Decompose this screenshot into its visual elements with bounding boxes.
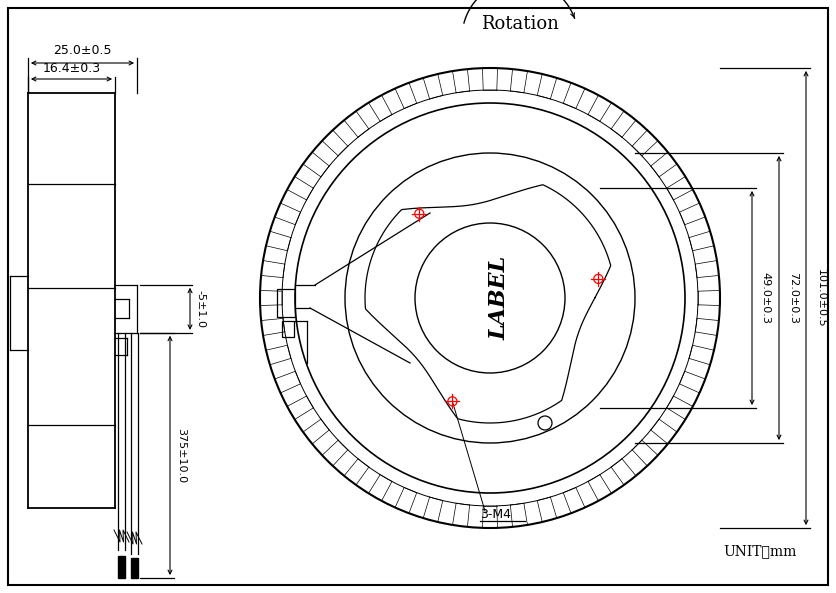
Text: 49.0±0.3: 49.0±0.3 [760,272,770,324]
Text: UNIT：mm: UNIT：mm [723,544,797,558]
Text: LABEL: LABEL [489,256,511,340]
Text: 25.0±0.5: 25.0±0.5 [54,44,112,57]
Text: 375±10.0: 375±10.0 [176,428,186,483]
Text: 16.4±0.3: 16.4±0.3 [43,62,100,75]
Text: 3-M4: 3-M4 [480,508,511,521]
Bar [283,321,294,337]
Text: Rotation: Rotation [481,15,559,33]
Text: 72.0±0.3: 72.0±0.3 [788,272,798,324]
Bar [277,289,295,317]
Text: 101.0±0.5: 101.0±0.5 [816,269,826,327]
Bar [118,556,125,578]
Text: -5±1.0: -5±1.0 [195,290,205,328]
Bar [131,558,138,578]
